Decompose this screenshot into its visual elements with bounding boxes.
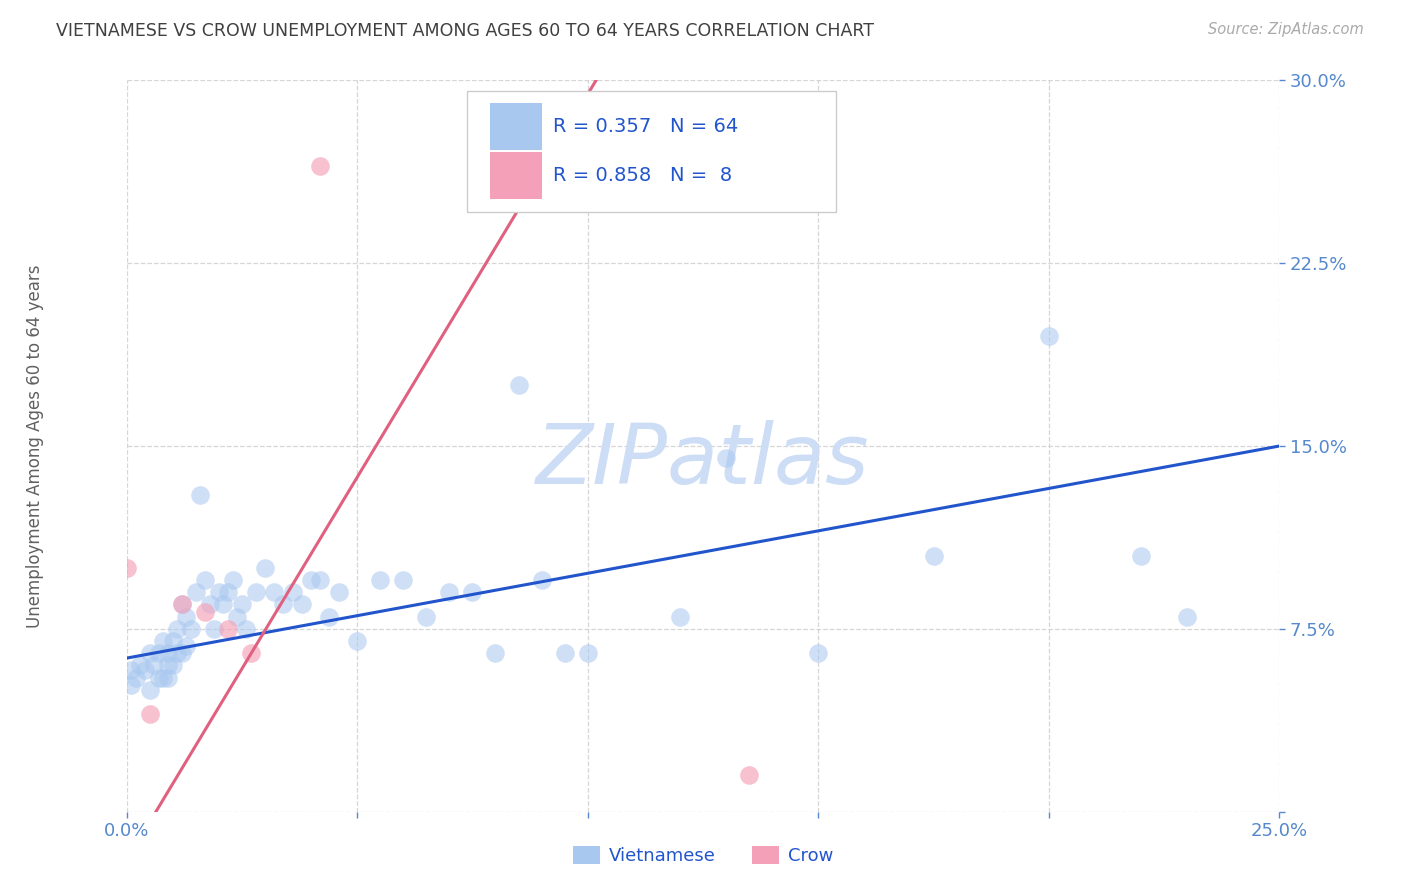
Text: Unemployment Among Ages 60 to 64 years: Unemployment Among Ages 60 to 64 years <box>27 264 44 628</box>
Point <box>328 585 350 599</box>
Point <box>1175 609 1198 624</box>
Point <box>299 573 322 587</box>
Point <box>273 598 295 612</box>
Text: VIETNAMESE VS CROW UNEMPLOYMENT AMONG AGES 60 TO 64 YEARS CORRELATION CHART: VIETNAMESE VS CROW UNEMPLOYMENT AMONG AG… <box>56 22 875 40</box>
Point <box>439 585 461 599</box>
Point <box>208 585 231 599</box>
Point <box>291 598 314 612</box>
Point <box>138 707 160 722</box>
Point <box>157 646 180 660</box>
Bar <box>489 103 541 150</box>
Point <box>134 663 156 677</box>
Point <box>807 646 830 660</box>
Point <box>115 561 138 575</box>
Point <box>148 646 170 660</box>
Point <box>157 671 180 685</box>
Point <box>263 585 285 599</box>
Point <box>221 573 243 587</box>
Point <box>714 451 737 466</box>
Point <box>120 678 142 692</box>
Point <box>170 598 193 612</box>
Point <box>138 646 160 660</box>
Point <box>176 609 198 624</box>
FancyBboxPatch shape <box>467 91 835 212</box>
Point <box>346 634 368 648</box>
Legend: Vietnamese, Crow: Vietnamese, Crow <box>565 838 841 872</box>
Point <box>309 159 332 173</box>
Text: R = 0.858   N =  8: R = 0.858 N = 8 <box>553 166 733 185</box>
Point <box>669 609 692 624</box>
Point <box>166 646 188 660</box>
Point <box>235 622 257 636</box>
Point <box>162 634 184 648</box>
Point <box>157 658 180 673</box>
Point <box>170 646 193 660</box>
Point <box>461 585 484 599</box>
Point <box>162 658 184 673</box>
Point <box>226 609 249 624</box>
Bar <box>489 152 541 199</box>
Point <box>576 646 599 660</box>
Point <box>188 488 211 502</box>
Point <box>170 598 193 612</box>
Point <box>392 573 415 587</box>
Point <box>202 622 225 636</box>
Point <box>240 646 263 660</box>
Point <box>922 549 945 563</box>
Point <box>217 585 239 599</box>
Point <box>253 561 276 575</box>
Point <box>125 671 148 685</box>
Point <box>508 378 530 392</box>
Text: ZIPatlas: ZIPatlas <box>536 420 870 501</box>
Point <box>176 639 198 653</box>
Point <box>143 658 166 673</box>
Point <box>368 573 391 587</box>
Point <box>198 598 221 612</box>
Point <box>152 671 174 685</box>
Point <box>415 609 437 624</box>
Point <box>148 671 170 685</box>
Point <box>152 634 174 648</box>
Text: R = 0.357   N = 64: R = 0.357 N = 64 <box>553 117 738 136</box>
Point <box>1130 549 1153 563</box>
Point <box>138 682 160 697</box>
Point <box>309 573 332 587</box>
Point <box>180 622 202 636</box>
Point <box>194 573 217 587</box>
Point <box>281 585 304 599</box>
Point <box>184 585 207 599</box>
Point <box>166 622 188 636</box>
Point <box>245 585 267 599</box>
Point <box>318 609 340 624</box>
Point <box>738 768 761 782</box>
Point <box>194 605 217 619</box>
Point <box>530 573 553 587</box>
Point <box>217 622 239 636</box>
Point <box>554 646 576 660</box>
Point <box>212 598 235 612</box>
Text: Source: ZipAtlas.com: Source: ZipAtlas.com <box>1208 22 1364 37</box>
Point <box>120 663 142 677</box>
Point <box>484 646 506 660</box>
Point <box>1038 329 1060 343</box>
Point <box>129 658 152 673</box>
Point <box>231 598 253 612</box>
